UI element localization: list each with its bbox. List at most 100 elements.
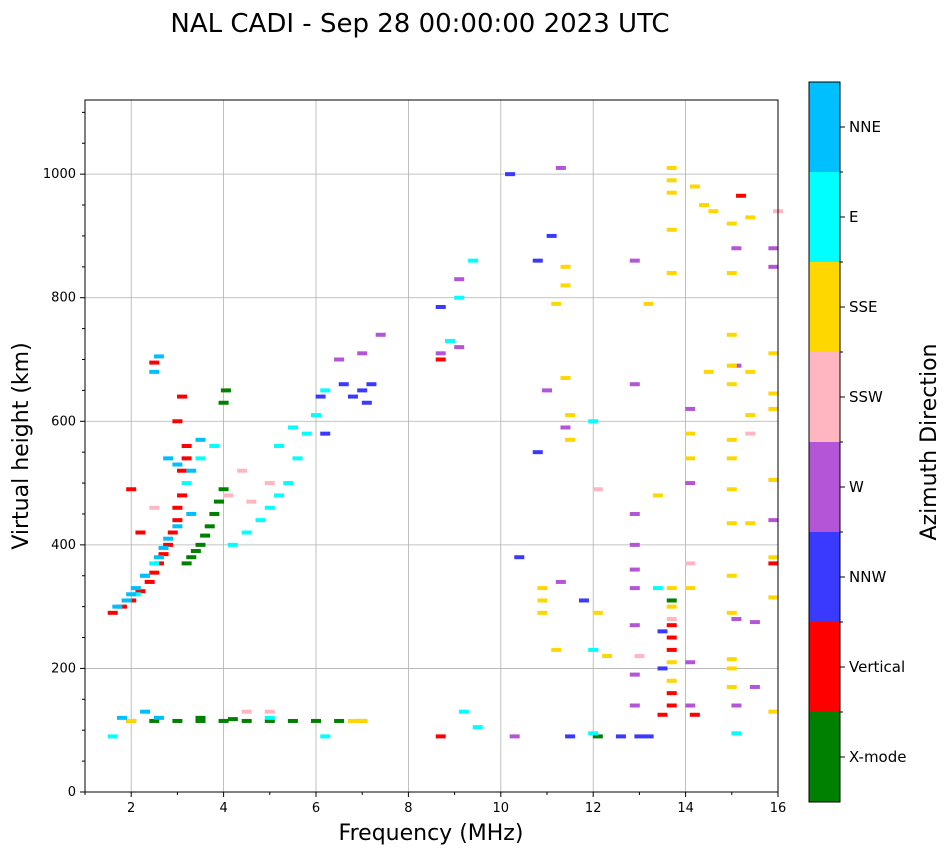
colorbar-label: SSE (849, 298, 878, 316)
y-tick-label: 1000 (43, 167, 76, 182)
point-w (685, 660, 696, 665)
point-x-mode (287, 718, 298, 723)
point-sse (726, 221, 737, 226)
point-nne (153, 555, 164, 560)
point-w (629, 511, 640, 516)
colorbar: X-mode Vertical NNW W SSW SSE E NNE (808, 81, 906, 803)
point-ssw (223, 493, 234, 498)
colorbar-label: W (849, 478, 864, 496)
point-sse (685, 431, 696, 436)
point-w (555, 579, 566, 584)
point-sse (560, 283, 571, 288)
point-sse (551, 647, 562, 652)
point-x-mode (220, 388, 231, 393)
point-ssw (685, 561, 696, 566)
point-w (509, 734, 520, 739)
point-sse (592, 610, 603, 615)
point-x-mode (195, 715, 206, 720)
x-tick-label: 12 (585, 801, 602, 816)
point-e (311, 413, 321, 418)
point-vertical (163, 542, 174, 547)
point-sse (537, 586, 548, 591)
point-sse (726, 456, 737, 461)
point-sse (666, 678, 677, 683)
point-vertical (158, 552, 169, 557)
point-e (652, 586, 663, 591)
point-e (301, 431, 312, 436)
point-nne (172, 462, 183, 467)
point-sse (745, 215, 756, 220)
point-w (685, 481, 696, 486)
point-x-mode (209, 511, 220, 516)
point-vertical (435, 734, 446, 739)
point-vertical (149, 360, 160, 365)
point-w (629, 586, 640, 591)
point-nne (172, 524, 183, 529)
point-e (107, 734, 118, 739)
point-vertical (135, 589, 146, 594)
point-nne (149, 369, 160, 374)
point-sse (666, 165, 677, 170)
point-sse (652, 493, 663, 498)
point-ssw (745, 431, 756, 436)
point-w (357, 351, 368, 356)
point-ssw (264, 709, 275, 714)
point-e (588, 647, 599, 652)
point-sse (768, 391, 779, 396)
point-x-mode (264, 718, 275, 723)
point-vertical (126, 487, 137, 492)
point-nnw (366, 382, 377, 387)
point-x-mode (190, 549, 201, 554)
point-sse (126, 718, 137, 723)
point-sse (745, 369, 756, 374)
y-tick-label: 600 (51, 414, 76, 429)
point-x-mode (213, 499, 224, 504)
point-sse (551, 301, 562, 306)
point-vertical (172, 419, 183, 424)
point-e (274, 444, 285, 448)
point-sse (565, 413, 576, 418)
x-tick-label: 2 (127, 801, 135, 816)
point-sse (685, 456, 696, 461)
point-vertical (172, 505, 183, 510)
point-e (274, 493, 285, 498)
chart-title: NAL CADI - Sep 28 00:00:00 2023 UTC (170, 9, 669, 39)
point-w (685, 406, 696, 411)
point-sse (768, 595, 779, 600)
point-sse (537, 610, 548, 615)
point-sse (768, 477, 779, 482)
point-vertical (435, 357, 446, 362)
colorbar-label: E (849, 208, 858, 226)
point-ssw (666, 617, 677, 621)
colorbar-label: NNW (849, 568, 886, 586)
point-vertical (149, 570, 160, 575)
point-sse (666, 178, 677, 183)
point-vertical (666, 691, 677, 696)
point-x-mode (172, 718, 183, 723)
point-nnw (578, 598, 589, 603)
point-sse (666, 190, 677, 195)
point-e (444, 338, 455, 343)
point-nne (116, 715, 127, 720)
point-e (283, 481, 294, 486)
point-sse (726, 487, 737, 492)
point-x-mode (311, 718, 321, 723)
point-e (472, 725, 483, 730)
point-nnw (657, 666, 668, 671)
point-sse (685, 586, 696, 591)
point-x-mode (592, 734, 603, 739)
point-nne (163, 456, 174, 461)
point-nne (186, 468, 197, 473)
y-axis-label: Virtual height (km) (9, 342, 34, 549)
colorbar-label: SSW (849, 388, 883, 406)
point-e (255, 518, 266, 523)
point-vertical (177, 493, 188, 498)
point-nnw (435, 304, 446, 309)
point-sse (726, 657, 737, 662)
point-e (287, 425, 298, 430)
point-e (588, 731, 599, 736)
x-tick-label: 10 (493, 801, 510, 816)
point-sse (666, 586, 677, 591)
point-w (560, 425, 571, 430)
point-sse (726, 437, 737, 442)
